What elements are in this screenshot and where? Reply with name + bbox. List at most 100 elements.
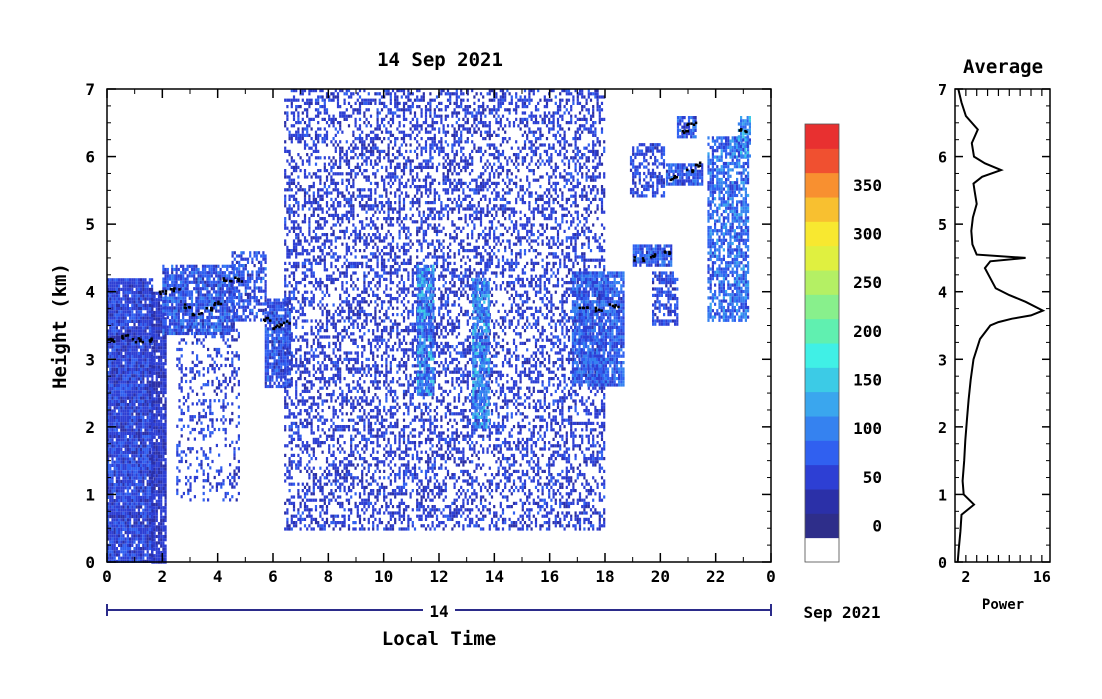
- heatmap-cell: [115, 310, 118, 314]
- heatmap-cell: [473, 108, 476, 112]
- heatmap-cell: [178, 341, 181, 345]
- heatmap-cell: [237, 459, 240, 464]
- heatmap-cell: [271, 317, 274, 321]
- heatmap-cell: [176, 453, 179, 457]
- heatmap-cell: [171, 312, 174, 316]
- heatmap-cell: [157, 531, 161, 535]
- heatmap-cell: [226, 274, 229, 278]
- heatmap-cell: [242, 305, 245, 309]
- heatmap-cell: [407, 98, 410, 102]
- heatmap-cell: [284, 146, 287, 150]
- heatmap-cell: [151, 419, 154, 423]
- heatmap-cell: [118, 470, 121, 474]
- heatmap-cell: [190, 328, 194, 332]
- heatmap-cell: [155, 355, 158, 359]
- heatmap-cell: [280, 340, 283, 344]
- heatmap-cell: [155, 320, 158, 324]
- heatmap-cell: [124, 393, 127, 397]
- heatmap-cell: [164, 534, 167, 539]
- heatmap-cell: [115, 348, 118, 352]
- heatmap-cell: [133, 502, 136, 506]
- heatmap-cell: [429, 124, 432, 128]
- heatmap-cell: [460, 146, 463, 150]
- heatmap-cell: [162, 287, 165, 291]
- heatmap-cell: [109, 345, 112, 349]
- heatmap-cell: [133, 473, 136, 477]
- heatmap-cell: [146, 377, 149, 381]
- heatmap-cell: [583, 146, 586, 150]
- heatmap-cell: [153, 515, 156, 519]
- heatmap-cell: [115, 335, 118, 339]
- heatmap-cell: [144, 387, 147, 391]
- heatmap-cell: [594, 95, 597, 99]
- heatmap-cell: [306, 133, 309, 137]
- heatmap-cell: [228, 271, 231, 275]
- heatmap-cell: [473, 146, 476, 150]
- heatmap-cell: [219, 287, 222, 291]
- heatmap-cell: [235, 328, 238, 332]
- heatmap-cell: [157, 483, 161, 487]
- heatmap-cell: [477, 127, 480, 131]
- heatmap-cell: [217, 319, 220, 323]
- heatmap-cell: [325, 137, 329, 141]
- heatmap-cell: [479, 92, 483, 96]
- heatmap-cell: [365, 101, 368, 105]
- heatmap-cell: [160, 419, 163, 423]
- heatmap-cell: [113, 323, 116, 327]
- heatmap-cell: [160, 371, 163, 375]
- heatmap-cell: [142, 367, 145, 371]
- heatmap-cell: [233, 367, 236, 371]
- heatmap-cell: [111, 483, 114, 487]
- heatmap-cell: [146, 303, 149, 307]
- heatmap-cell: [133, 467, 136, 471]
- heatmap-cell: [429, 105, 432, 109]
- heatmap-cell: [190, 290, 194, 294]
- heatmap-cell: [219, 274, 222, 278]
- heatmap-cell: [271, 365, 274, 369]
- heatmap-cell: [140, 527, 143, 531]
- heatmap-cell: [376, 127, 379, 131]
- heatmap-cell: [534, 137, 538, 141]
- heatmap-cell: [140, 409, 143, 413]
- heatmap-cell: [164, 410, 167, 414]
- heatmap-cell: [400, 89, 403, 93]
- heatmap-cell: [576, 130, 579, 134]
- heatmap-cell: [124, 460, 127, 464]
- heatmap-cell: [233, 456, 236, 460]
- heatmap-cell: [144, 489, 147, 493]
- heatmap-cell: [129, 374, 132, 378]
- heatmap-cell: [160, 496, 163, 500]
- heatmap-cell: [534, 117, 538, 121]
- heatmap-cell: [111, 463, 114, 467]
- heatmap-cell: [246, 296, 250, 300]
- heatmap-cell: [173, 315, 176, 320]
- heatmap-cell: [202, 479, 205, 483]
- heatmap-cell: [363, 89, 366, 93]
- heatmap-cell: [367, 121, 370, 125]
- heatmap-cell: [162, 387, 165, 391]
- heatmap-cell: [199, 322, 202, 326]
- heatmap-cell: [186, 319, 189, 323]
- heatmap-cell: [188, 328, 191, 332]
- heatmap-cell: [365, 98, 368, 102]
- heatmap-cell: [135, 335, 138, 339]
- heatmap-cell: [260, 286, 263, 290]
- heatmap-cell: [155, 403, 158, 407]
- heatmap-cell: [230, 328, 233, 332]
- heatmap-cell: [280, 362, 283, 366]
- heatmap-cell: [190, 306, 194, 310]
- heatmap-cell: [126, 547, 129, 551]
- heatmap-cell: [264, 289, 267, 293]
- heatmap-cell: [122, 422, 125, 426]
- heatmap-cell: [310, 127, 313, 131]
- heatmap-cell: [131, 281, 134, 285]
- heatmap-cell: [155, 499, 158, 503]
- heatmap-cell: [107, 390, 110, 394]
- heatmap-cell: [226, 264, 229, 268]
- heatmap-cell: [122, 425, 125, 429]
- heatmap-cell: [131, 428, 134, 432]
- heatmap-cell: [146, 444, 149, 448]
- heatmap-cell: [140, 451, 143, 455]
- heatmap-cell: [398, 121, 401, 125]
- heatmap-cell: [416, 89, 419, 93]
